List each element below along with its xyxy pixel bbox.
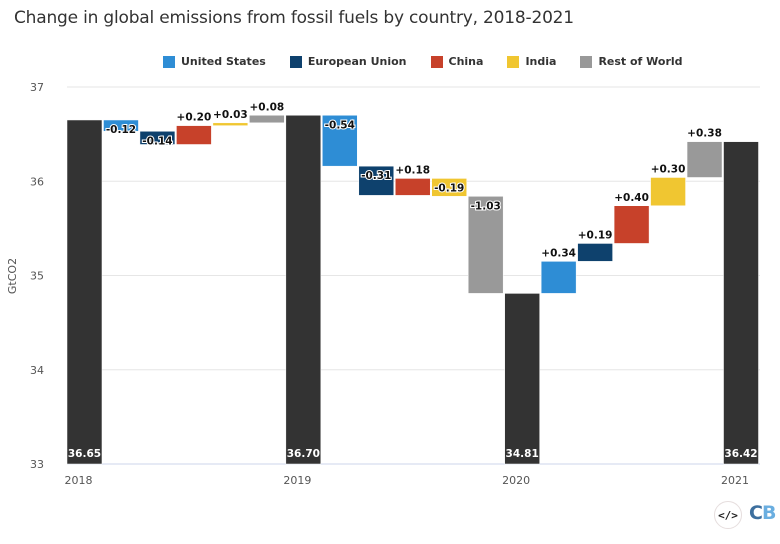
delta-value-label: +0.38: [687, 128, 722, 140]
delta-value-label: -0.31: [361, 170, 391, 182]
legend-item-european-union[interactable]: European Union: [289, 55, 407, 68]
delta-value-label: +0.18: [395, 164, 430, 176]
total-bar-2021[interactable]: [723, 141, 759, 465]
delta-value-label: -0.12: [106, 124, 136, 136]
delta-bar-european-union[interactable]: [139, 131, 176, 145]
delta-value-label: +0.03: [213, 109, 248, 121]
legend-label: European Union: [307, 55, 407, 68]
embed-code-button[interactable]: </>: [714, 501, 742, 529]
delta-value-label: +0.34: [541, 247, 576, 259]
total-value-label: 36.42: [724, 448, 757, 460]
delta-bar-european-union[interactable]: [358, 165, 395, 196]
y-axis-label: GtCO2: [6, 258, 19, 294]
delta-bar-india[interactable]: [212, 122, 249, 126]
x-axis: 2018 2019 2020 2021: [64, 474, 749, 487]
legend-label: United States: [181, 55, 266, 68]
delta-bar-united-states[interactable]: [540, 261, 577, 294]
total-bar-2018[interactable]: [66, 119, 103, 465]
x-tick-label: 2018: [64, 474, 92, 487]
legend-label: China: [448, 55, 484, 68]
delta-bar-united-states[interactable]: [103, 119, 139, 132]
legend-swatch: [163, 55, 175, 68]
total-bar-2019[interactable]: [285, 115, 322, 465]
y-axis: 33 34 35 36 37: [30, 81, 44, 471]
legend-item-china[interactable]: China: [430, 55, 484, 68]
delta-bar-india[interactable]: [650, 177, 686, 207]
y-tick-label: 33: [30, 458, 44, 471]
delta-value-label: -1.03: [471, 200, 501, 212]
total-value-label: 34.81: [506, 448, 539, 460]
legend-label: Rest of World: [598, 55, 683, 68]
delta-bar-china[interactable]: [176, 125, 212, 145]
legend: United States European Union China India…: [163, 55, 707, 68]
legend-swatch: [289, 55, 302, 68]
legend-swatch: [430, 55, 443, 68]
delta-bar-united-states[interactable]: [322, 115, 358, 167]
delta-value-label: +0.19: [578, 229, 613, 241]
delta-value-label: +0.30: [651, 163, 686, 175]
total-bar-2020[interactable]: [504, 293, 540, 465]
delta-bar-rest-of-world[interactable]: [249, 115, 285, 124]
delta-bar-china[interactable]: [395, 178, 431, 196]
data-labels: 36.65 -0.12 -0.14 +0.20 +0.03+0.08 36.70 -0.54…: [68, 101, 758, 460]
y-tick-label: 34: [30, 364, 44, 377]
carbon-brief-logo: CB: [749, 502, 777, 524]
delta-value-label: -0.14: [142, 135, 172, 147]
legend-label: India: [525, 55, 557, 68]
legend-swatch: [507, 55, 520, 68]
chart-title: Change in global emissions from fossil f…: [14, 8, 574, 28]
delta-value-label: +0.40: [614, 192, 649, 204]
legend-item-united-states[interactable]: United States: [163, 55, 266, 68]
legend-item-india[interactable]: India: [507, 55, 556, 68]
logo-letter-b: B: [761, 502, 777, 524]
y-tick-label: 35: [30, 270, 44, 283]
bars: [66, 115, 759, 465]
logo-letter-c: C: [749, 502, 763, 524]
delta-value-label: -0.19: [434, 182, 464, 194]
delta-bar-india[interactable]: [431, 178, 467, 197]
delta-value-label: +0.20: [177, 112, 212, 124]
x-tick-label: 2020: [502, 474, 530, 487]
delta-bar-rest-of-world[interactable]: [467, 196, 504, 294]
y-tick-label: 37: [30, 81, 44, 94]
legend-swatch: [580, 55, 593, 68]
delta-value-label: +0.08: [249, 101, 284, 113]
delta-value-label: -0.54: [325, 119, 355, 131]
x-tick-label: 2021: [721, 474, 749, 487]
y-tick-label: 36: [30, 175, 44, 188]
delta-bar-china[interactable]: [613, 205, 650, 244]
legend-item-rest-of-world[interactable]: Rest of World: [580, 55, 683, 68]
total-value-label: 36.70: [287, 448, 320, 460]
delta-bar-european-union[interactable]: [577, 243, 613, 262]
delta-bar-rest-of-world[interactable]: [686, 141, 723, 178]
total-value-label: 36.65: [68, 448, 101, 460]
x-tick-label: 2019: [283, 474, 311, 487]
